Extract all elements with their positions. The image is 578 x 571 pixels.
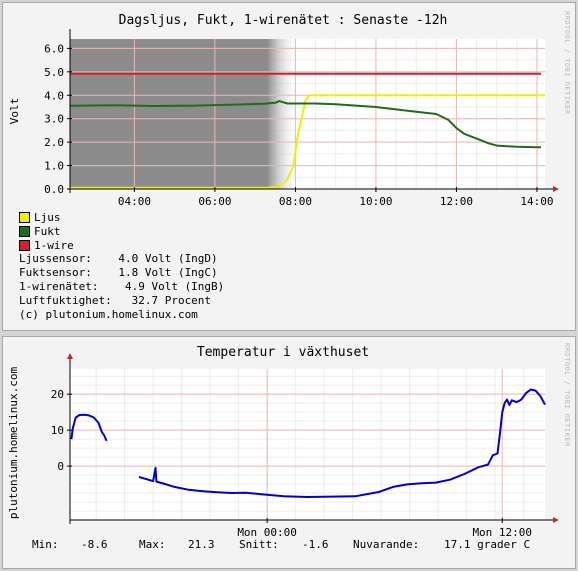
- footer-max-value: 21.3: [188, 538, 215, 551]
- x-tick-label: Mon 00:00: [237, 526, 297, 537]
- legend-item-fukt: Fukt: [19, 224, 61, 238]
- legend-item-1wire: 1-wire: [19, 238, 74, 252]
- y-tick-label: 4.0: [44, 89, 64, 102]
- rrdtool-watermark: RRDTOOL / TOBI OETIKER: [563, 343, 571, 447]
- y-tick-label: 3.0: [44, 113, 64, 126]
- footer-max-label: Max:: [139, 538, 166, 551]
- y-tick-label: 1.0: [44, 160, 64, 173]
- y-tick-label: 2.0: [44, 136, 64, 149]
- legend-label: Fukt: [34, 224, 61, 238]
- stat-fuktsensor: Fuktsensor: 1.8 Volt (IngC): [19, 266, 218, 279]
- voltage-chart: 0.0 1.0 2.0 3.0 4.0 5.0 6.0 04:00 06:00 08:00 10:0…: [8, 29, 559, 208]
- x-axis-arrow: [553, 517, 559, 523]
- y-tick-label: 5.0: [44, 66, 64, 79]
- legend-swatch: [19, 225, 30, 237]
- legend-label: 1-wire: [34, 238, 74, 252]
- footer-cur-value: 17.1 grader C: [444, 538, 531, 551]
- y-axis-arrow: [67, 353, 73, 359]
- stat-luftfuktighet: Luftfuktighet: 32.7 Procent: [19, 294, 212, 307]
- series-line-0: [138, 388, 546, 498]
- x-tick-label: 08:00: [279, 195, 312, 208]
- x-tick-label: 06:00: [198, 195, 231, 208]
- y-tick-label: 0.0: [44, 183, 64, 196]
- chart-panel-voltage: Dagsljus, Fukt, 1-wirenätet : Senaste -1…: [2, 2, 576, 331]
- chart-title: Temperatur i växthuset: [196, 345, 370, 360]
- y-tick-label: 6.0: [44, 42, 64, 55]
- copyright: (c) plutonium.homelinux.com: [19, 308, 198, 321]
- stat-1wire: 1-wirenätet: 4.9 Volt (IngB): [19, 280, 225, 293]
- footer-avg-label: Snitt:: [239, 538, 279, 551]
- y-tick-label: 10: [51, 424, 64, 437]
- y-axis-label: plutonium.homelinux.com: [7, 366, 20, 519]
- night-shading: [70, 39, 300, 189]
- y-tick-label: 0: [57, 460, 64, 473]
- x-tick-label: 14:00: [520, 195, 553, 208]
- legend-label: Ljus: [34, 210, 61, 224]
- x-axis-arrow: [553, 186, 559, 192]
- legend-swatch: [19, 239, 30, 251]
- footer-min-label: Min:: [32, 538, 59, 551]
- x-tick-label: 04:00: [118, 195, 151, 208]
- series-line-ljus: [70, 94, 545, 189]
- series-line-0: [70, 413, 108, 442]
- legend-swatch: [19, 211, 30, 223]
- rrdtool-watermark: RRDTOOL / TOBI OETIKER: [563, 11, 571, 115]
- x-tick-label: 10:00: [359, 195, 392, 208]
- y-tick-label: 20: [51, 388, 64, 401]
- chart-panel-temperature: Temperatur i växthuset RRDTOOL / TOBI OE…: [2, 336, 576, 569]
- series-line-fukt: [69, 100, 541, 149]
- chart-title: Dagsljus, Fukt, 1-wirenätet : Senaste -1…: [118, 13, 448, 28]
- footer-avg-value: -1.6: [302, 538, 329, 551]
- x-tick-label: Mon 12:00: [472, 526, 532, 537]
- y-axis-label: Volt: [8, 98, 21, 125]
- x-tick-label: 12:00: [440, 195, 473, 208]
- stat-ljussensor: Ljussensor: 4.0 Volt (IngD): [19, 252, 218, 265]
- footer-min-value: -8.6: [81, 538, 108, 551]
- temperature-chart: 0 10 20 Mon 00:00 Mon 12:00 plutonium.homelin…: [7, 353, 559, 537]
- legend-item-ljus: Ljus: [19, 210, 61, 224]
- footer-cur-label: Nuvarande:: [353, 538, 420, 551]
